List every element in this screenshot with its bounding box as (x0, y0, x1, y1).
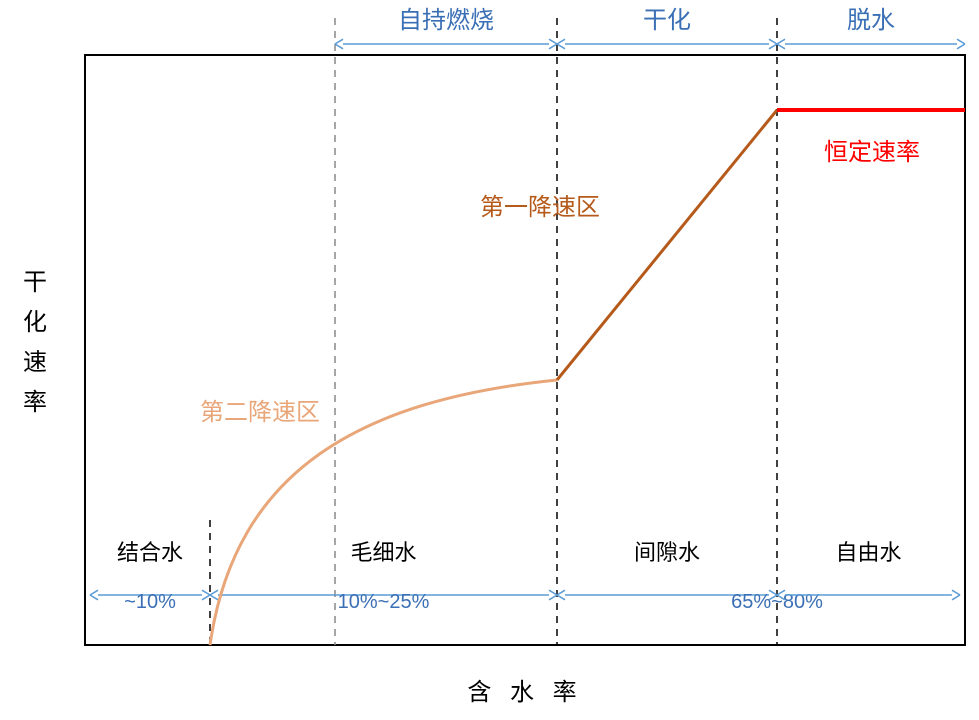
arrow-head-left (335, 39, 343, 49)
arrow-head-right (769, 39, 777, 49)
top-zone-label: 脱水 (847, 7, 895, 34)
bottom-zone-pct: ~10% (124, 591, 176, 613)
arrow-head-right (549, 39, 557, 49)
arrow-head-right (202, 590, 210, 600)
arrow-head-left (90, 590, 98, 600)
label-constant-rate: 恒定速率 (824, 139, 920, 166)
y-axis-label-char: 干 (23, 269, 47, 296)
label-second-falling: 第二降速区 (200, 399, 320, 426)
y-axis-label-char: 率 (23, 389, 47, 416)
top-zone-label: 干化 (643, 7, 691, 34)
arrow-head-left (210, 590, 218, 600)
arrow-head-right (957, 39, 965, 49)
y-axis-label-char: 速 (23, 349, 47, 376)
bottom-zone-label: 自由水 (835, 540, 901, 565)
arrow-head-left (557, 39, 565, 49)
bottom-zone-label: 结合水 (117, 540, 183, 565)
arrow-head-left (557, 590, 565, 600)
top-zone-label: 自持燃烧 (398, 7, 494, 34)
label-first-falling: 第一降速区 (480, 194, 600, 221)
arrow-head-right (549, 590, 557, 600)
bottom-zone-label: 间隙水 (634, 540, 700, 565)
bottom-zone-label: 毛细水 (350, 540, 416, 565)
arrow-head-right (952, 590, 960, 600)
arrow-head-left (777, 39, 785, 49)
x-axis-label: 含 水 率 (467, 679, 582, 706)
bottom-zone-pct: 10%~25% (338, 591, 430, 613)
y-axis-label-char: 化 (23, 309, 47, 336)
curve-first-falling (557, 110, 777, 380)
